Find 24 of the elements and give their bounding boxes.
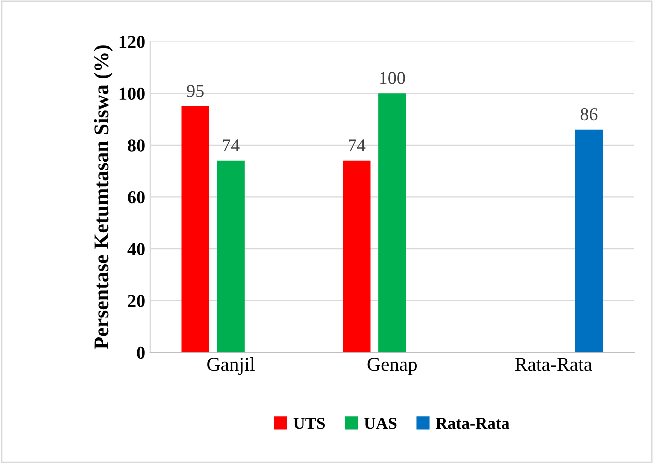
bar xyxy=(575,130,604,353)
x-tick-label: Genap xyxy=(368,358,418,376)
y-tick-label: 40 xyxy=(128,243,145,256)
legend-label: Rata-Rata xyxy=(436,418,510,430)
y-tick-label: 80 xyxy=(128,140,145,152)
data-label: 95 xyxy=(187,85,204,98)
bar xyxy=(343,160,371,353)
bar xyxy=(378,94,406,353)
data-label: 100 xyxy=(380,72,406,84)
y-tick-label: 0 xyxy=(137,346,145,360)
x-tick-label: Rata-Rata xyxy=(515,358,592,372)
data-label: 74 xyxy=(223,140,240,152)
data-label: 86 xyxy=(580,108,598,121)
data-label: 74 xyxy=(349,140,366,152)
y-tick-label: 120 xyxy=(120,36,145,48)
y-tick-label: 60 xyxy=(128,191,145,204)
legend-label: UAS xyxy=(364,418,397,430)
legend-label: UTS xyxy=(294,418,326,430)
bar xyxy=(182,106,210,353)
y-tick-label: 100 xyxy=(120,88,145,100)
y-tick-label: 20 xyxy=(128,295,145,308)
bar xyxy=(217,160,245,353)
y-axis-title: Persentase Ketumtasan Siswa (%) xyxy=(94,46,113,350)
x-tick-label: Ganjil xyxy=(208,358,255,376)
